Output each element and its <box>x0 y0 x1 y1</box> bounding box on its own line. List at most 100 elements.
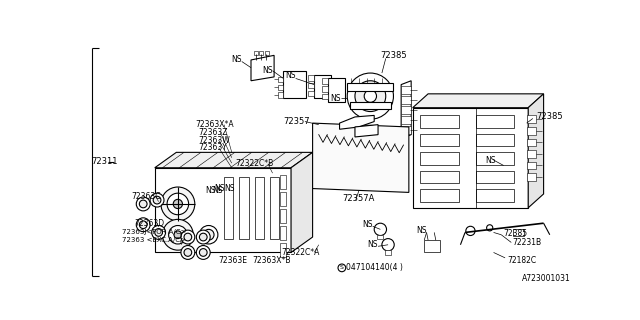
Text: NS: NS <box>367 240 378 249</box>
Text: 72357: 72357 <box>284 117 310 126</box>
Text: 047104140(4 ): 047104140(4 ) <box>346 263 403 272</box>
Bar <box>348 83 394 91</box>
Text: 72182C: 72182C <box>508 256 536 265</box>
Text: 72385: 72385 <box>536 112 563 121</box>
Bar <box>420 171 459 183</box>
Text: NS: NS <box>262 66 273 75</box>
Circle shape <box>348 73 394 119</box>
Text: A723001031: A723001031 <box>522 274 571 283</box>
Text: NS: NS <box>231 55 242 64</box>
Bar <box>239 177 249 239</box>
Bar <box>322 94 328 99</box>
Text: NS: NS <box>362 220 372 229</box>
Circle shape <box>150 193 164 207</box>
Bar <box>308 75 314 81</box>
Bar <box>527 162 536 169</box>
Text: 72363X*A: 72363X*A <box>196 120 234 129</box>
Bar <box>476 152 515 165</box>
Bar <box>349 101 391 109</box>
Text: 72311: 72311 <box>92 157 118 166</box>
Text: 72231B: 72231B <box>513 238 542 247</box>
Circle shape <box>355 81 386 112</box>
Bar <box>476 116 515 128</box>
Circle shape <box>173 199 182 209</box>
Bar <box>254 51 258 55</box>
Circle shape <box>167 193 189 215</box>
Circle shape <box>181 245 195 260</box>
Text: 72322C*A: 72322C*A <box>282 248 320 257</box>
Circle shape <box>168 226 187 244</box>
Circle shape <box>161 187 195 221</box>
Bar <box>322 78 328 84</box>
Bar <box>280 175 287 189</box>
Circle shape <box>200 226 218 244</box>
Text: NS: NS <box>416 227 427 236</box>
Bar <box>527 150 536 158</box>
Bar <box>270 177 280 239</box>
Text: S: S <box>340 265 344 270</box>
Polygon shape <box>340 116 374 129</box>
Circle shape <box>382 239 394 251</box>
Circle shape <box>466 226 475 236</box>
Circle shape <box>200 249 207 256</box>
Circle shape <box>140 200 147 208</box>
Bar <box>280 192 287 206</box>
Text: NS: NS <box>224 184 234 193</box>
Text: NS: NS <box>214 184 225 193</box>
Circle shape <box>204 229 214 240</box>
Text: 72363X*B: 72363X*B <box>253 256 291 265</box>
Polygon shape <box>155 168 291 252</box>
Text: 72363E: 72363E <box>219 256 248 265</box>
Bar <box>476 134 515 146</box>
Bar <box>322 86 328 92</box>
Bar <box>420 152 459 165</box>
Text: NS: NS <box>331 94 341 103</box>
Circle shape <box>196 245 210 260</box>
Bar <box>527 139 536 146</box>
Bar <box>280 243 287 257</box>
Polygon shape <box>251 55 274 81</box>
Circle shape <box>184 249 192 256</box>
Polygon shape <box>155 152 312 168</box>
Bar <box>378 235 383 239</box>
Bar <box>527 173 536 181</box>
Bar <box>280 209 287 223</box>
Bar <box>278 77 284 82</box>
Polygon shape <box>413 94 543 108</box>
Bar <box>424 240 440 252</box>
Circle shape <box>338 264 346 272</box>
Bar <box>476 171 515 183</box>
Text: 72363J<FOR A/C>: 72363J<FOR A/C> <box>122 229 186 236</box>
Bar <box>401 96 411 104</box>
Polygon shape <box>401 81 411 139</box>
Bar <box>259 51 263 55</box>
Text: 72357A: 72357A <box>342 194 374 203</box>
Bar <box>401 116 411 124</box>
Bar <box>527 116 536 123</box>
Bar <box>420 189 459 202</box>
Circle shape <box>152 226 166 239</box>
Bar <box>401 126 411 134</box>
Bar <box>278 84 284 90</box>
Bar <box>420 134 459 146</box>
Polygon shape <box>284 71 307 99</box>
Bar <box>401 106 411 114</box>
Circle shape <box>364 90 376 102</box>
Circle shape <box>136 197 150 211</box>
Text: NS: NS <box>285 71 296 80</box>
Polygon shape <box>291 152 312 252</box>
Circle shape <box>174 231 182 239</box>
Polygon shape <box>355 124 378 137</box>
Text: 72322C*B: 72322C*B <box>236 159 274 168</box>
Polygon shape <box>312 123 409 192</box>
Bar <box>308 83 314 88</box>
Bar <box>476 189 515 202</box>
Circle shape <box>196 230 210 244</box>
Polygon shape <box>413 108 528 208</box>
Bar <box>385 250 391 255</box>
Bar <box>265 51 269 55</box>
Circle shape <box>163 219 193 250</box>
Bar <box>255 177 264 239</box>
Text: 72385: 72385 <box>380 51 407 60</box>
Text: 72363 <EXC.A/C>: 72363 <EXC.A/C> <box>122 237 186 243</box>
